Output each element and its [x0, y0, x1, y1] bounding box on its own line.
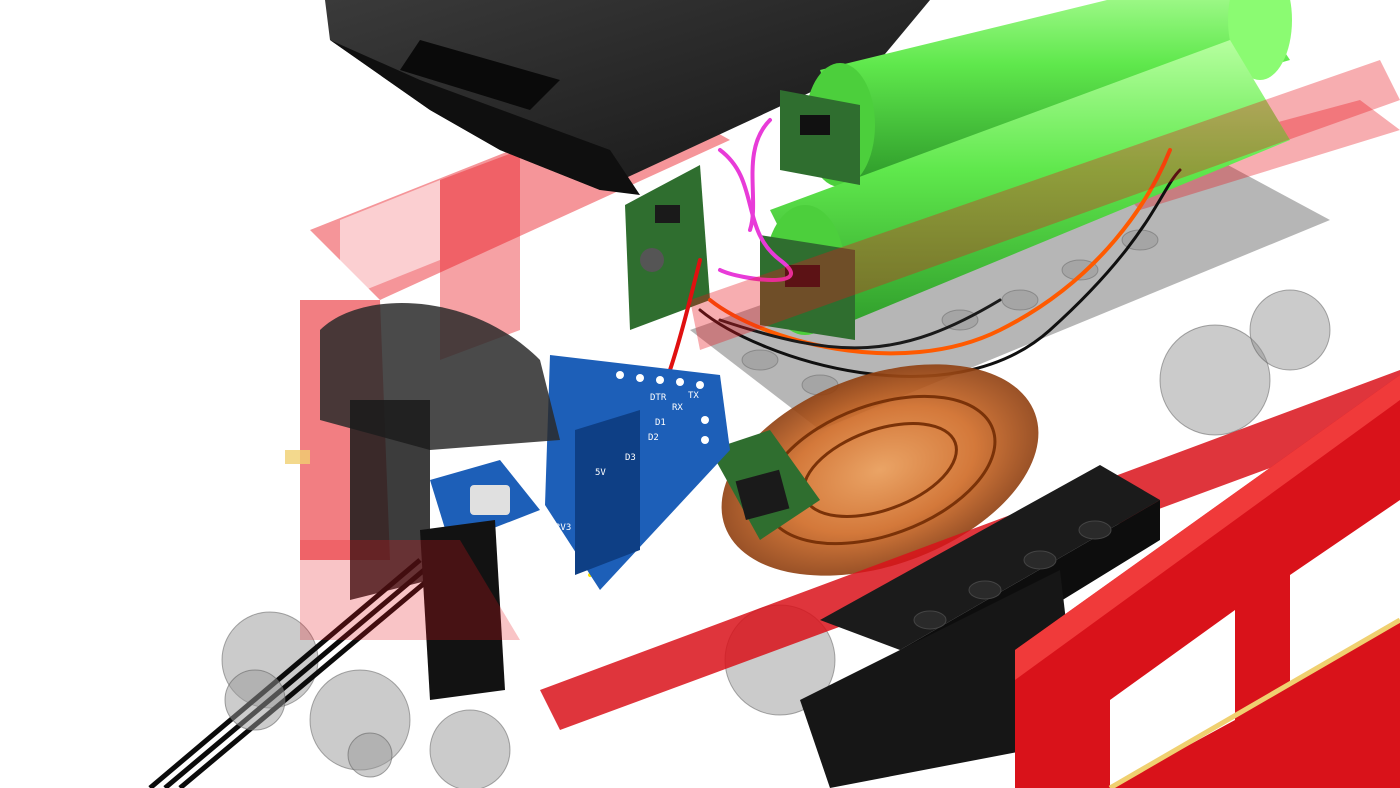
pcb-label-d1: D1 — [655, 418, 666, 428]
pcb-label-dtr: DTR — [650, 393, 667, 403]
pcb-label-3v3: 3V3 — [555, 523, 571, 533]
pcb-label-rx: RX — [672, 403, 683, 413]
pcb-label-d2: D2 — [648, 433, 659, 443]
pcb-label-tx: TX — [688, 391, 699, 401]
pcb-label-5v: 5V — [595, 468, 606, 478]
pcb-label-d3: D3 — [625, 453, 636, 463]
